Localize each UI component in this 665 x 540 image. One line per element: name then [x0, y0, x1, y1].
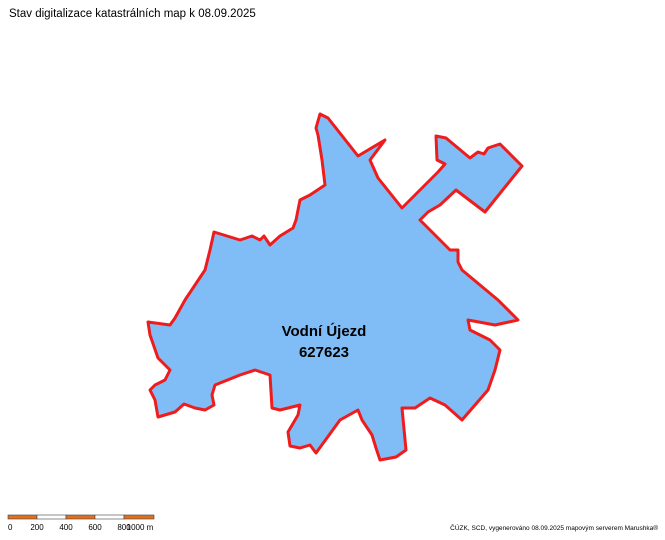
scale-segment — [123, 514, 155, 520]
scale-label: 200 — [30, 523, 44, 532]
scale-segment — [36, 514, 67, 520]
scale-segment — [7, 514, 38, 520]
attribution: ČÚZK, SCD, vygenerováno 08.09.2025 mapov… — [450, 523, 658, 532]
scale-label: 1000 m — [127, 523, 154, 532]
scale-label: 600 — [88, 523, 102, 532]
area-code: 627623 — [299, 344, 349, 361]
scale-segment — [65, 514, 96, 520]
scale-segment — [94, 514, 125, 520]
scale-bar — [7, 514, 155, 520]
area-name: Vodní Újezd — [282, 322, 367, 340]
scale-label: 800 — [117, 523, 131, 532]
cadastral-area — [146, 112, 524, 462]
scale-label: 400 — [59, 523, 73, 532]
map-title: Stav digitalizace katastrálních map k 08… — [9, 8, 256, 20]
scale-label: 0 — [8, 523, 13, 532]
